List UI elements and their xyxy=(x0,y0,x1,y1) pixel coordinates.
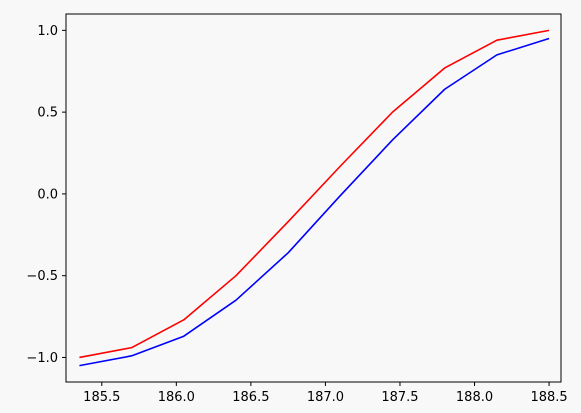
y-tick-label: 1.0 xyxy=(37,24,58,39)
plot-area xyxy=(66,14,561,382)
x-tick-label: 188.0 xyxy=(456,390,493,405)
x-tick-label: 185.5 xyxy=(83,390,120,405)
x-tick-label: 187.5 xyxy=(381,390,418,405)
series-layer xyxy=(79,29,550,367)
x-axis: 185.5 186.0 186.5 187.0 187.5 188.0 188.5 xyxy=(83,382,568,405)
series-line-0 xyxy=(79,29,550,359)
x-tick-label: 188.5 xyxy=(530,390,567,405)
y-tick-label: 0.0 xyxy=(37,187,58,202)
y-axis: −1.0 −0.5 0.0 0.5 1.0 xyxy=(26,24,66,366)
series-line-1 xyxy=(79,37,550,367)
x-tick-label: 186.5 xyxy=(232,390,269,405)
y-tick-label: −0.5 xyxy=(26,269,58,284)
y-tick-label: 0.5 xyxy=(37,106,58,121)
x-tick-label: 187.0 xyxy=(307,390,344,405)
plot-frame xyxy=(65,13,562,383)
x-tick-label: 186.0 xyxy=(158,390,195,405)
y-tick-label: −1.0 xyxy=(26,351,58,366)
